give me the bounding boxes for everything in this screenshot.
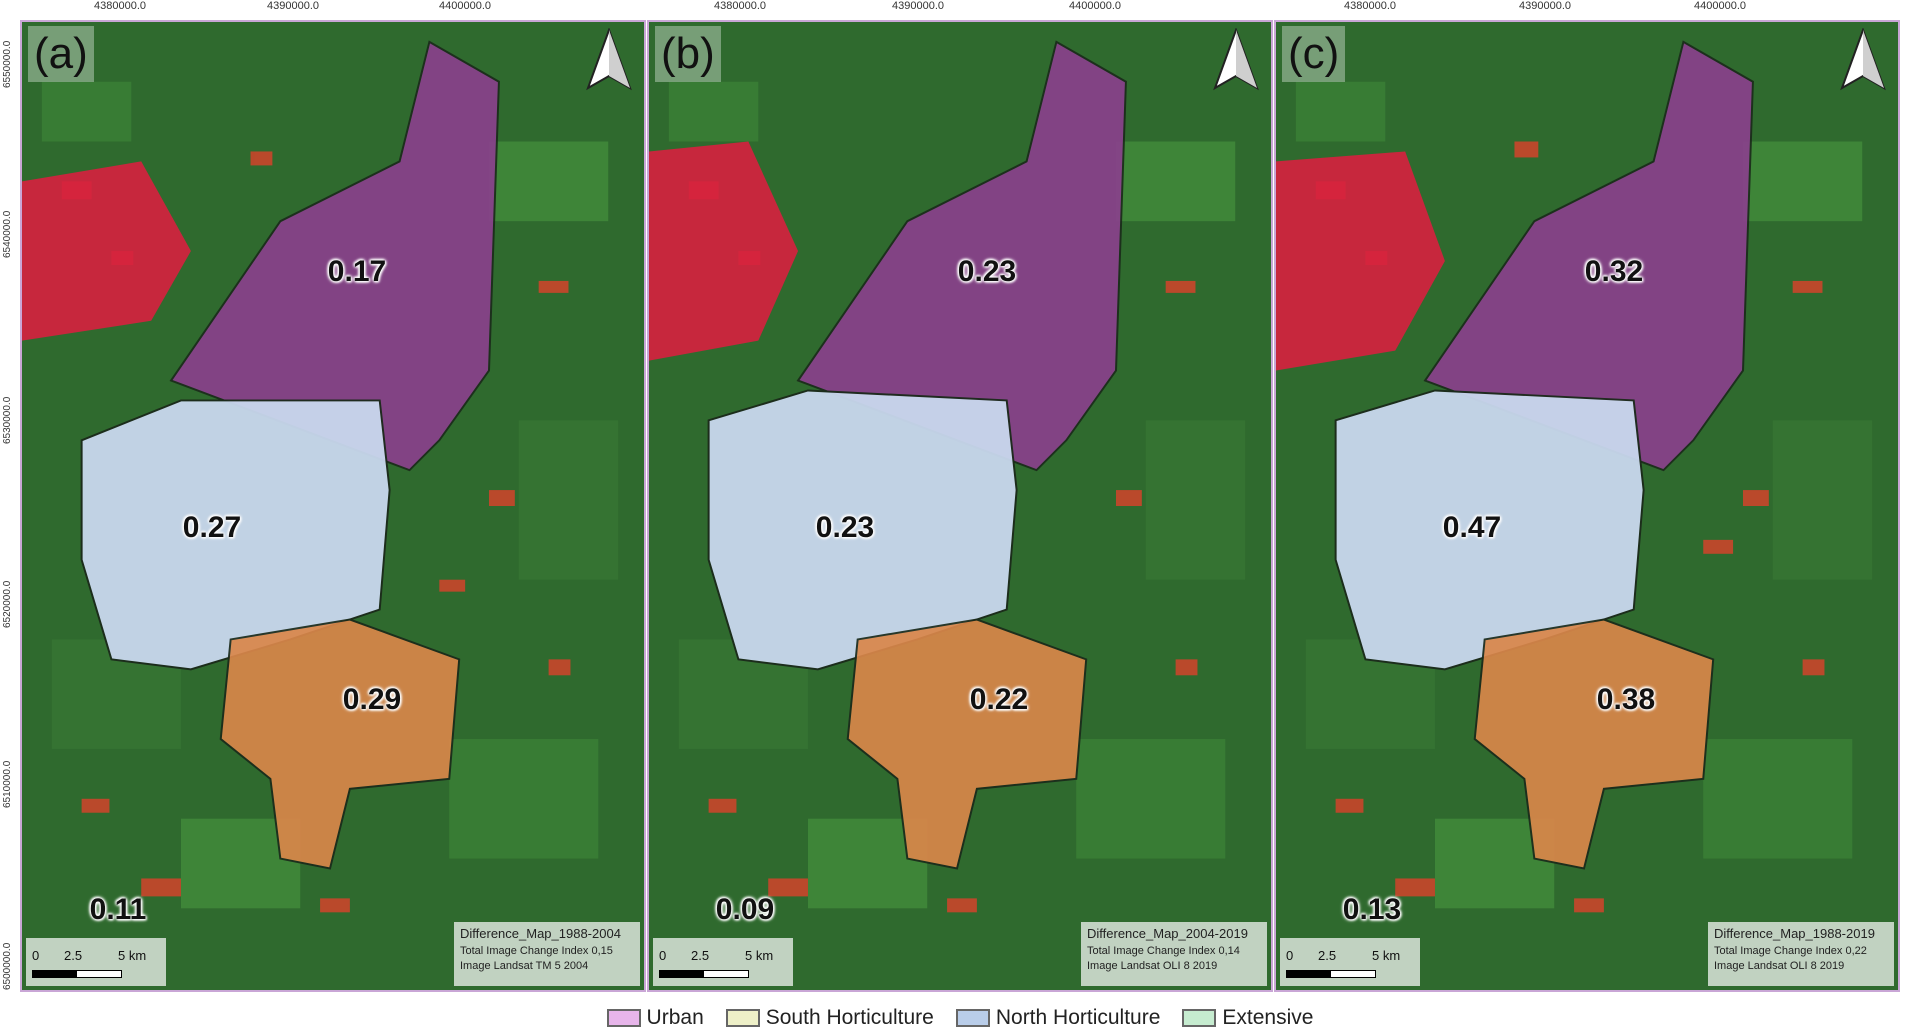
- map-info-box: Difference_Map_2004-2019 Total Image Cha…: [1081, 922, 1267, 986]
- y-tick-label: 6520000.0: [2, 580, 13, 628]
- y-tick-label: 6540000.0: [2, 210, 13, 258]
- legend-swatch: [606, 1009, 641, 1027]
- y-tick-label: 6530000.0: [2, 396, 13, 444]
- x-tick-label: 4400000.0: [1069, 0, 1121, 12]
- satellite-map: [649, 22, 1271, 990]
- map-title: Difference_Map_1988-2004: [460, 926, 621, 941]
- x-tick-label: 4390000.0: [267, 0, 319, 12]
- scale-mid: 2.5: [1318, 948, 1337, 963]
- panel-label: (c): [1282, 26, 1346, 82]
- index-urban: 0.47: [1442, 511, 1502, 544]
- map-panel-b: (b) 0.23 0.23 0.22 0.09 0 2.5 5 km Diffe…: [647, 20, 1273, 992]
- panel-label: (a): [28, 26, 94, 82]
- scale-end: 5 km: [745, 948, 774, 963]
- index-extensive: 0.11: [89, 893, 147, 926]
- x-tick-label: 4390000.0: [1519, 0, 1571, 12]
- change-index: Total Image Change Index 0,15: [460, 945, 613, 957]
- image-source: Image Landsat TM 5 2004: [460, 960, 589, 972]
- legend-label: North Horticulture: [995, 1006, 1161, 1029]
- index-south-horticulture: 0.29: [342, 683, 402, 716]
- scale-zero: 0: [1286, 948, 1294, 963]
- scale-bar: 0 2.5 5 km: [1280, 938, 1420, 986]
- map-info-box: Difference_Map_1988-2004 Total Image Cha…: [454, 922, 640, 986]
- x-tick-label: 4380000.0: [1344, 0, 1396, 12]
- legend-label: Urban: [646, 1006, 704, 1029]
- x-tick-label: 4400000.0: [439, 0, 491, 12]
- map-panel-c: (c) 0.32 0.47 0.38 0.13 0 2.5 5 km Diffe…: [1274, 20, 1900, 992]
- legend-label: South Horticulture: [765, 1006, 934, 1029]
- north-arrow-icon: [1213, 28, 1259, 91]
- scale-bar: 0 2.5 5 km: [26, 938, 166, 986]
- y-tick-label: 6510000.0: [2, 760, 13, 808]
- scale-bar: 0 2.5 5 km: [653, 938, 793, 986]
- x-tick-label: 4380000.0: [714, 0, 766, 12]
- legend-item-north-horticulture: North Horticulture: [955, 1006, 1161, 1030]
- north-arrow-icon: [586, 28, 632, 91]
- index-north-horticulture: 0.23: [957, 255, 1017, 288]
- legend-item-south-horticulture: South Horticulture: [725, 1006, 934, 1030]
- legend-item-extensive: Extensive: [1182, 1006, 1313, 1030]
- x-tick-label: 4380000.0: [94, 0, 146, 12]
- index-north-horticulture: 0.17: [327, 255, 387, 288]
- index-urban: 0.23: [815, 511, 875, 544]
- scale-mid: 2.5: [691, 948, 710, 963]
- legend-label: Extensive: [1222, 1006, 1314, 1029]
- legend-swatch: [1182, 1009, 1217, 1027]
- panel-label: (b): [655, 26, 721, 82]
- y-tick-label: 6500000.0: [2, 942, 13, 990]
- scale-zero: 0: [659, 948, 667, 963]
- legend-item-urban: Urban: [606, 1006, 704, 1030]
- legend-swatch: [955, 1009, 990, 1027]
- index-south-horticulture: 0.38: [1596, 683, 1656, 716]
- map-info-box: Difference_Map_1988-2019 Total Image Cha…: [1708, 922, 1894, 986]
- change-index: Total Image Change Index 0,14: [1087, 945, 1240, 957]
- satellite-map: [22, 22, 644, 990]
- y-tick-label: 6550000.0: [2, 40, 13, 88]
- index-north-horticulture: 0.32: [1584, 255, 1644, 288]
- map-title: Difference_Map_1988-2019: [1714, 926, 1875, 941]
- image-source: Image Landsat OLI 8 2019: [1087, 960, 1218, 972]
- scale-end: 5 km: [118, 948, 147, 963]
- index-extensive: 0.13: [1342, 893, 1402, 926]
- x-tick-label: 4390000.0: [892, 0, 944, 12]
- scale-zero: 0: [32, 948, 40, 963]
- map-title: Difference_Map_2004-2019: [1087, 926, 1248, 941]
- map-legend: Urban South Horticulture North Horticult…: [0, 1006, 1920, 1030]
- scale-end: 5 km: [1372, 948, 1401, 963]
- image-source: Image Landsat OLI 8 2019: [1714, 960, 1845, 972]
- change-index: Total Image Change Index 0,22: [1714, 945, 1867, 957]
- index-extensive: 0.09: [715, 893, 775, 926]
- satellite-map: [1276, 22, 1898, 990]
- north-arrow-icon: [1840, 28, 1886, 91]
- index-south-horticulture: 0.22: [969, 683, 1029, 716]
- legend-swatch: [725, 1009, 760, 1027]
- map-panel-a: (a) 0.17 0.27 0.29 0.11 0 2.5 5 km Diffe…: [20, 20, 646, 992]
- index-urban: 0.27: [182, 511, 242, 544]
- scale-mid: 2.5: [64, 948, 83, 963]
- x-tick-label: 4400000.0: [1694, 0, 1746, 12]
